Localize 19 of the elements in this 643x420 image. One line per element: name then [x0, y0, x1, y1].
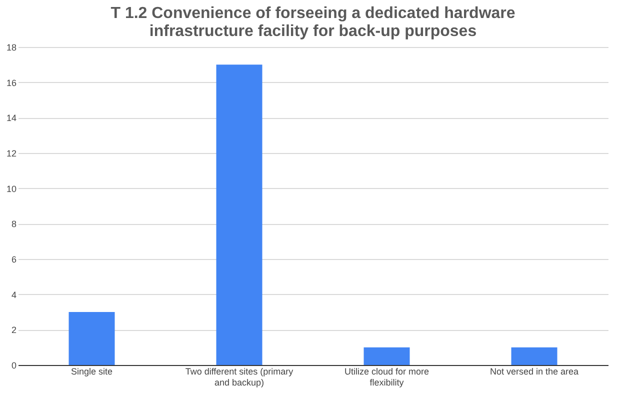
x-tick-label: Utilize cloud for more flexibility — [344, 366, 430, 388]
bar — [68, 312, 115, 365]
y-tick-label: 4 — [11, 290, 16, 300]
chart-title: T 1.2 Convenience of forseeing a dedicated hardware infrastructure facility for back-up purposes — [110, 5, 516, 40]
y-tick-label: 16 — [6, 78, 16, 88]
y-tick-label: 18 — [6, 42, 16, 52]
bar — [364, 347, 410, 365]
y-tick-label: 14 — [6, 113, 16, 124]
bar — [511, 347, 558, 365]
y-tick-label: 6 — [11, 254, 16, 264]
y-tick-label: 2 — [11, 325, 16, 336]
x-tick-label: Two different sites (primary and backup) — [185, 366, 294, 388]
y-tick-label: 10 — [6, 184, 16, 194]
y-tick-label: 12 — [6, 148, 16, 158]
y-tick-label: 0 — [11, 360, 16, 370]
bar — [216, 64, 262, 365]
y-tick-label: 8 — [11, 219, 16, 230]
x-tick-label: Single site — [70, 366, 113, 376]
x-tick-label: Not versed in the area — [490, 366, 579, 376]
